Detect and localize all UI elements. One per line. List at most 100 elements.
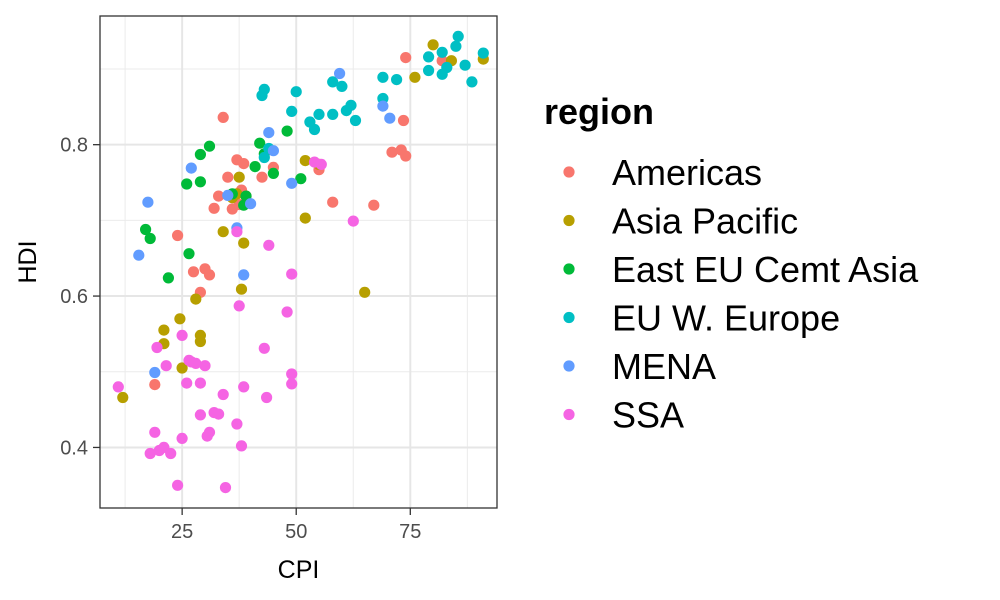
data-point (267, 167, 279, 179)
data-point (183, 248, 195, 260)
data-point (286, 268, 298, 280)
data-point (222, 171, 234, 183)
data-point (286, 378, 298, 390)
data-point (199, 360, 211, 372)
data-point (450, 40, 462, 52)
data-point (368, 199, 380, 211)
legend-label: MENA (612, 346, 716, 387)
data-point (238, 158, 250, 170)
data-point (254, 137, 266, 149)
y-axis-title: HDI (14, 240, 42, 283)
data-point (452, 30, 464, 42)
x-axis-ticks: 25 50 75 (171, 508, 421, 543)
data-point (176, 432, 188, 444)
data-point (144, 447, 156, 460)
legend-key (563, 360, 575, 372)
data-point (263, 239, 275, 251)
data-point (477, 47, 489, 59)
data-point (238, 269, 250, 281)
data-point (151, 341, 163, 354)
data-point (203, 269, 216, 281)
data-point (423, 51, 435, 63)
data-point (112, 381, 124, 393)
data-point (231, 418, 243, 430)
data-point (217, 388, 229, 401)
data-point (327, 108, 339, 120)
data-point (172, 229, 184, 242)
data-point (238, 237, 250, 249)
data-point (172, 479, 184, 491)
data-point (203, 426, 216, 438)
data-point (235, 283, 248, 295)
data-point (267, 145, 279, 157)
data-point (133, 249, 145, 261)
data-point (377, 100, 389, 112)
data-point (194, 409, 206, 421)
data-point (384, 112, 396, 124)
data-point (423, 64, 435, 77)
data-point (258, 83, 270, 95)
data-point (347, 215, 359, 227)
data-point (235, 440, 248, 452)
y-tick-label: 0.4 (60, 437, 88, 459)
data-point (327, 76, 339, 88)
data-point (149, 366, 161, 379)
data-point (256, 171, 268, 183)
data-point (459, 59, 471, 71)
data-point (181, 178, 193, 190)
data-point (149, 379, 161, 391)
data-point (261, 391, 273, 404)
data-point (194, 335, 206, 348)
plot-area (99, 15, 498, 509)
data-point (263, 127, 275, 139)
legend-label: SSA (612, 395, 684, 436)
data-point (185, 162, 197, 174)
legend-key (563, 408, 575, 421)
data-point (194, 377, 206, 389)
data-point (349, 114, 362, 127)
data-point (377, 71, 389, 83)
data-point (140, 223, 152, 236)
data-point (142, 196, 154, 208)
data-point (194, 176, 206, 188)
data-point (160, 360, 172, 372)
data-point (181, 377, 193, 389)
data-point (233, 300, 245, 312)
scatter-points (112, 30, 489, 494)
data-point (176, 329, 188, 341)
data-point (441, 61, 453, 74)
data-point (219, 482, 232, 494)
data-point (217, 111, 229, 123)
legend-label: EU W. Europe (612, 298, 840, 339)
data-point (391, 74, 403, 86)
data-point (176, 362, 188, 374)
data-point (203, 140, 216, 152)
y-axis-ticks: 0.4 0.6 0.8 (60, 135, 100, 459)
data-point (400, 52, 412, 64)
data-point (327, 196, 339, 208)
legend-title: region (544, 91, 654, 132)
data-point (427, 39, 439, 51)
data-point (281, 125, 293, 137)
data-point (190, 357, 202, 369)
legend-label: East EU Cemt Asia (612, 249, 919, 290)
legend: region Americas Asia Pacific East EU Cemt … (544, 91, 919, 436)
data-point (249, 161, 261, 173)
data-point (315, 158, 327, 170)
legend-key (563, 214, 575, 227)
data-point (258, 151, 270, 164)
data-point (233, 171, 245, 183)
data-point (281, 306, 293, 318)
x-tick-label: 50 (285, 521, 307, 543)
data-point (158, 324, 170, 336)
data-point (397, 114, 410, 127)
legend-key (563, 166, 575, 178)
data-point (313, 108, 325, 120)
data-point (208, 202, 220, 214)
data-point (295, 173, 307, 185)
data-point (258, 342, 270, 354)
plot-panel (100, 16, 497, 508)
data-point (400, 150, 412, 162)
legend-key (563, 263, 575, 275)
